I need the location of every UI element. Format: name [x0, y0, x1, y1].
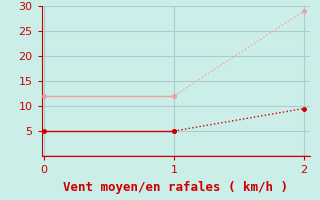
X-axis label: Vent moyen/en rafales ( km/h ): Vent moyen/en rafales ( km/h ): [63, 181, 289, 194]
